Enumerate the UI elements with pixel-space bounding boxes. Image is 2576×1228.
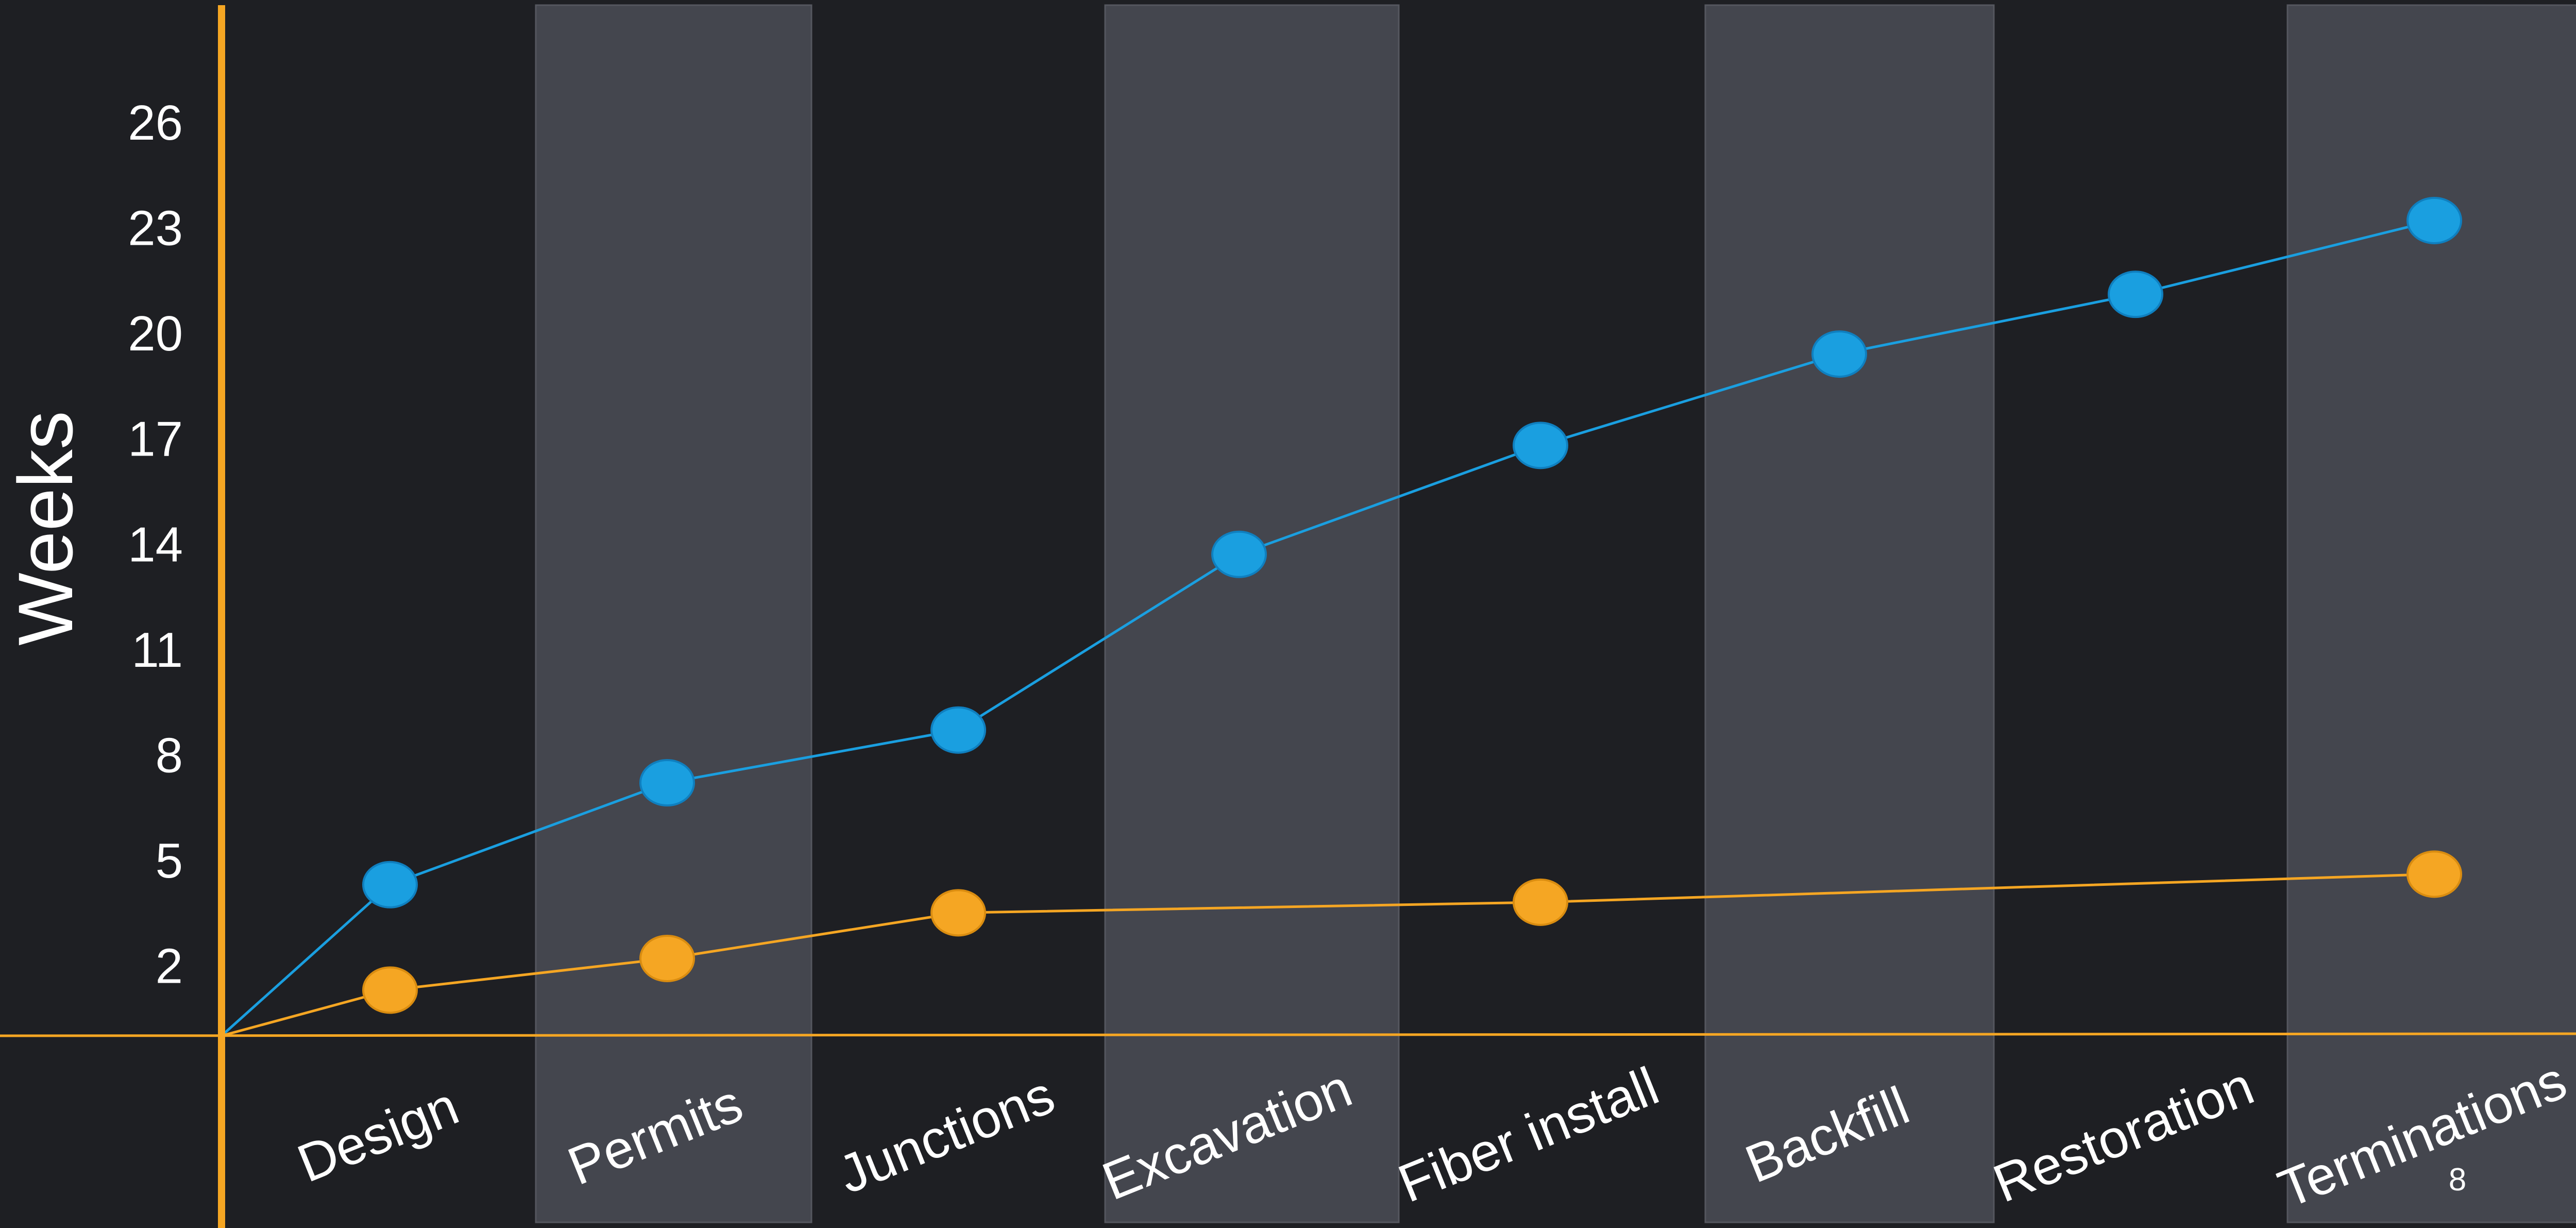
- series-2-point-junctions: [930, 889, 986, 937]
- y-tick-label-2: 2: [156, 939, 183, 994]
- series-1-point-permits: [639, 759, 695, 807]
- y-tick-label-14: 14: [128, 517, 183, 572]
- series-2-point-fiber-install: [1513, 878, 1568, 926]
- series-2-line: [221, 872, 2435, 1037]
- series-1-point-restoration: [2108, 271, 2163, 318]
- y-tick-label-20: 20: [128, 306, 183, 361]
- y-tick-label-8: 8: [156, 728, 183, 783]
- y-tick-label-26: 26: [128, 95, 183, 150]
- page-number: 8: [2449, 1162, 2466, 1198]
- series-1-point-excavation: [1211, 530, 1267, 578]
- series-2-point-terminations: [2406, 850, 2462, 898]
- y-axis-ticks: 2 5 8 11 14 17 20 23 26: [128, 95, 183, 994]
- category-bands: [535, 4, 2576, 1223]
- series-1-point-backfill: [1811, 330, 1867, 378]
- x-axis-line: [0, 1032, 2576, 1037]
- series-1-point-design: [362, 861, 418, 909]
- series-1-point-terminations: [2406, 196, 2462, 244]
- band-backfill: [1704, 4, 1995, 1223]
- series-lines: [221, 196, 2462, 1037]
- series-1-point-junctions: [930, 706, 986, 754]
- y-tick-label-17: 17: [128, 412, 183, 467]
- axes: [0, 5, 2576, 1228]
- series-2-point-design: [362, 966, 418, 1014]
- y-tick-label-11: 11: [131, 623, 183, 678]
- series-1-point-fiber-install: [1513, 422, 1568, 469]
- band-permits: [535, 4, 812, 1223]
- y-tick-label-5: 5: [156, 833, 183, 888]
- y-tick-label-23: 23: [128, 201, 183, 256]
- y-axis-title: Weeks: [2, 411, 89, 646]
- band-excavation: [1104, 4, 1400, 1223]
- series-2-point-permits: [639, 934, 695, 982]
- band-terminations: [2286, 4, 2576, 1223]
